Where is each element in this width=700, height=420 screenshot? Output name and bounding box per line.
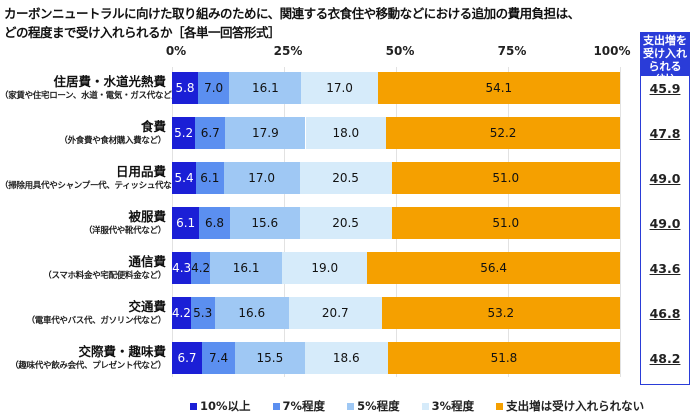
bar-segment: 17.0 — [223, 162, 300, 194]
summary-header: 支出増を受け入れられる（計） — [641, 33, 689, 86]
bar-segment: 53.2 — [381, 297, 620, 329]
bar-segment: 20.5 — [299, 162, 392, 194]
bar-segment: 18.6 — [304, 342, 388, 374]
legend-item: 10%以上 — [190, 398, 251, 414]
summary-total: 45.9 — [649, 81, 681, 96]
bar-segment: 4.2 — [172, 297, 191, 329]
bar-segment: 6.7 — [172, 342, 203, 374]
bar-segment: 6.1 — [172, 207, 200, 239]
x-tick-label: 100% — [593, 44, 631, 58]
category-name: 通信費 — [128, 254, 166, 269]
category-name: 住居費・水道光熱費 — [53, 74, 166, 89]
x-tick-label: 75% — [497, 44, 527, 58]
category-subtitle: （電車代やバス代、ガソリン代など） — [26, 316, 167, 326]
legend-item: 支出増は受け入れられない — [496, 398, 644, 414]
bar-segment: 17.0 — [301, 72, 378, 104]
summary-column: 支出増を受け入れられる（計） 45.9 47.8 49.0 49.0 43.6 46.8 4… — [640, 32, 690, 385]
category-name: 交際費・趣味費 — [78, 344, 166, 359]
bar-segment: 5.4 — [172, 162, 197, 194]
bar-segment: 16.6 — [214, 297, 289, 329]
legend-item: 7%程度 — [272, 398, 326, 414]
legend: 10%以上 7%程度 5%程度 3%程度 支出増は受け入れられない — [190, 398, 644, 414]
bar-segment: 54.1 — [377, 72, 620, 104]
bar-segment: 5.8 — [172, 72, 198, 104]
bar-segment: 6.8 — [199, 207, 230, 239]
legend-item: 3%程度 — [421, 398, 475, 414]
category-subtitle: （家賃や住宅ローン、水道・電気・ガス代など） — [0, 91, 180, 101]
bar-segment: 7.0 — [197, 72, 230, 104]
legend-label: 5%程度 — [357, 399, 400, 413]
category-subtitle: （外食費や食材購入費など） — [59, 136, 166, 146]
bar-segment: 20.5 — [299, 207, 392, 239]
x-tick-label: 50% — [385, 44, 415, 58]
bar-segment: 7.4 — [202, 342, 236, 374]
title-line-2: どの程度まで受け入れられるか［各単一回答形式］ — [4, 25, 281, 40]
bar-segment: 51.0 — [391, 162, 620, 194]
bar-segment: 51.8 — [387, 342, 620, 374]
x-tick-label: 0% — [165, 44, 187, 58]
category-subtitle: （掃除用具代やシャンプー代、ティッシュ代など） — [0, 181, 188, 191]
category-label: 交際費・趣味費 （趣味代や飲み会代、プレゼント代など） — [0, 344, 166, 372]
category-name: 食費 — [140, 119, 166, 134]
summary-total: 48.2 — [649, 351, 681, 366]
category-subtitle: （洋服代や靴代など） — [83, 226, 166, 236]
summary-total: 46.8 — [649, 306, 681, 321]
bar-segment: 16.1 — [229, 72, 302, 104]
bar-segment: 56.4 — [367, 252, 620, 284]
title-line-1: カーボンニュートラルに向けた取り組みのために、関連する衣食住や移動などにおける追… — [4, 6, 580, 21]
legend-swatch — [272, 402, 280, 410]
bar-segment: 15.6 — [229, 207, 300, 239]
legend-label: 10%以上 — [200, 399, 251, 413]
chart-title: カーボンニュートラルに向けた取り組みのために、関連する衣食住や移動などにおける追… — [4, 4, 580, 42]
bar-segment: 15.5 — [235, 342, 305, 374]
bar-segment: 4.3 — [172, 252, 192, 284]
x-tick-label: 25% — [273, 44, 303, 58]
legend-swatch — [496, 402, 504, 410]
bar-segment: 52.2 — [386, 117, 620, 149]
gridline — [620, 67, 621, 377]
category-name: 交通費 — [128, 299, 166, 314]
legend-label: 支出増は受け入れられない — [506, 399, 645, 413]
category-label: 日用品費 （掃除用具代やシャンプー代、ティッシュ代など） — [0, 164, 188, 192]
bar-segment: 5.2 — [172, 117, 196, 149]
bar-segment: 16.1 — [210, 252, 283, 284]
bar-segment: 19.0 — [282, 252, 368, 284]
summary-total: 47.8 — [649, 126, 681, 141]
category-label: 食費 （外食費や食材購入費など） — [0, 119, 166, 147]
bar-segment: 4.2 — [191, 252, 210, 284]
legend-swatch — [421, 402, 429, 410]
category-subtitle: （スマホ料金や宅配便料金など） — [43, 271, 166, 281]
bar-segment: 6.1 — [196, 162, 224, 194]
summary-total: 49.0 — [649, 171, 681, 186]
summary-total: 49.0 — [649, 216, 681, 231]
bar-segment: 20.7 — [288, 297, 382, 329]
category-label: 交通費 （電車代やバス代、ガソリン代など） — [0, 299, 167, 327]
legend-swatch — [347, 402, 355, 410]
bar-segment: 17.9 — [225, 117, 306, 149]
summary-total: 43.6 — [649, 261, 681, 276]
category-name: 被服費 — [128, 209, 166, 224]
bar-segment: 6.7 — [195, 117, 226, 149]
category-subtitle: （趣味代や飲み会代、プレゼント代など） — [10, 361, 166, 371]
legend-swatch — [190, 402, 197, 410]
bar-segment: 18.0 — [305, 117, 387, 149]
category-label: 被服費 （洋服代や靴代など） — [0, 209, 166, 237]
legend-label: 7%程度 — [282, 399, 326, 413]
category-label: 住居費・水道光熱費 （家賃や住宅ローン、水道・電気・ガス代など） — [0, 74, 180, 102]
legend-label: 3%程度 — [431, 399, 475, 413]
legend-item: 5%程度 — [347, 398, 400, 414]
bar-segment: 5.3 — [190, 297, 215, 329]
category-label: 通信費 （スマホ料金や宅配便料金など） — [0, 254, 166, 282]
bar-segment: 51.0 — [391, 207, 620, 239]
category-name: 日用品費 — [115, 164, 166, 179]
